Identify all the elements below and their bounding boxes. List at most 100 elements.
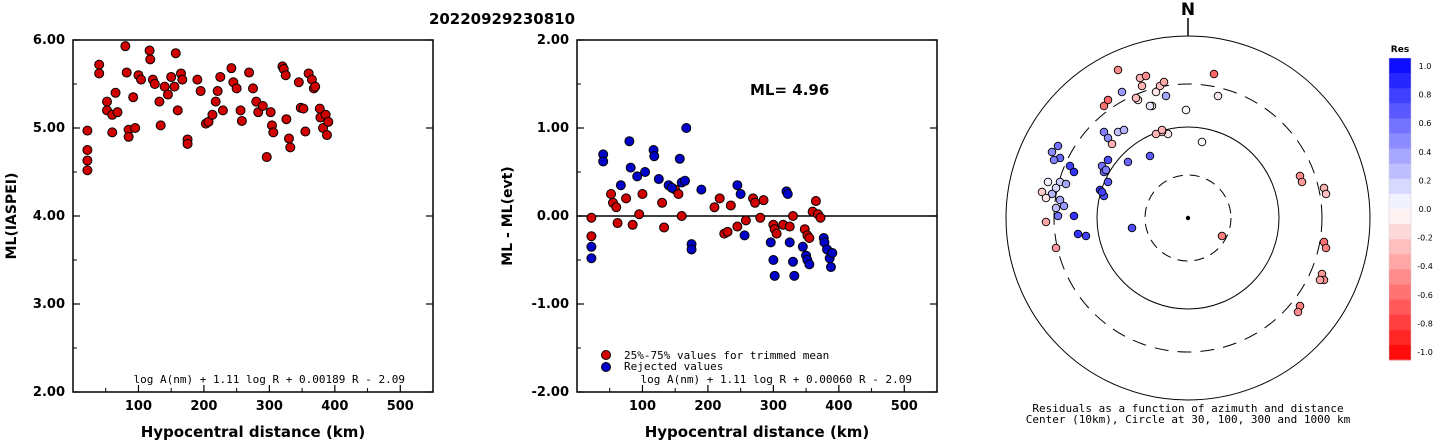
data-point [244, 67, 255, 78]
y-ticks: -2.00 -1.00 0.00 1.00 2.00 [532, 33, 937, 400]
data-point [231, 83, 242, 94]
data-point [226, 63, 237, 74]
rejected-point [739, 230, 750, 241]
data-point [110, 87, 121, 98]
trimmed-point [627, 219, 638, 230]
rejected-point [784, 237, 795, 248]
station-marker [1137, 81, 1147, 91]
trimmed-point [722, 226, 733, 237]
rejected-point [735, 189, 746, 199]
x-tick-label: 200 [190, 399, 217, 414]
rejected-point [680, 175, 690, 186]
caption-line-1: Residuals as a function of azimuth and d… [1032, 402, 1343, 415]
station-marker [1051, 203, 1061, 213]
rejected-point [732, 180, 743, 191]
colorbar-border [1388, 57, 1412, 361]
station-marker [1197, 137, 1207, 147]
colorbar-tick-label: -0.6 [1417, 291, 1433, 300]
y-tick-label: 6.00 [33, 33, 65, 48]
trimmed-point [788, 211, 798, 221]
data-point [154, 96, 165, 107]
x-tick-label: 300 [256, 399, 283, 414]
station-marker [1113, 65, 1123, 75]
rejected-point [586, 253, 597, 264]
colorbar-cell [1389, 329, 1411, 346]
station-marker [1103, 133, 1113, 143]
rejected-point [696, 184, 707, 195]
data-point [195, 86, 206, 97]
ring-300km [1053, 83, 1323, 353]
data-point [182, 138, 193, 149]
data-point [82, 165, 93, 176]
colorbar-tick-label: 0.6 [1419, 119, 1432, 128]
station-marker [1107, 139, 1117, 149]
rejected-point [615, 180, 626, 191]
data-point [310, 81, 321, 92]
trimmed-point [637, 189, 648, 199]
trimmed-point [659, 222, 670, 233]
rejected-point [789, 270, 800, 281]
station-marker [1209, 69, 1219, 79]
station-markers [1037, 65, 1331, 317]
y-tick-label: 1.00 [537, 121, 569, 136]
colorbar-cell [1389, 88, 1411, 104]
station-marker [1217, 231, 1227, 241]
data-point [281, 114, 292, 125]
station-marker [1099, 127, 1109, 137]
rejected-point [674, 153, 685, 164]
x-tick-label: 500 [387, 399, 414, 414]
trimmed-point [586, 231, 597, 242]
trimmed-point [740, 215, 751, 226]
y-axis-label: ML(IASPEI) [4, 173, 20, 260]
station-marker [1181, 105, 1191, 115]
colorbar-tick-label: -0.8 [1417, 319, 1433, 328]
trimmed-point [714, 193, 725, 204]
station-marker [1213, 91, 1223, 101]
data-point [136, 74, 147, 85]
station-marker [1099, 101, 1109, 111]
x-tick-label: 200 [694, 399, 721, 414]
data-point [212, 86, 223, 97]
y-ticks: 2.00 3.00 4.00 5.00 6.00 [33, 33, 433, 400]
station-marker [1073, 229, 1083, 239]
legend-label-trimmed: 25%-75% values for trimmed mean [624, 349, 829, 362]
y-tick-label: 2.00 [33, 385, 65, 400]
y-tick-label: -1.00 [532, 297, 569, 312]
station-marker [1069, 211, 1079, 221]
y-tick-label: 5.00 [33, 121, 65, 136]
station-marker [1131, 93, 1141, 103]
station-marker [1161, 91, 1171, 101]
rejected-point [632, 171, 643, 182]
colorbar-cell [1389, 239, 1411, 255]
data-point [155, 120, 166, 131]
data-point [82, 125, 93, 136]
legend-label-rejected: Rejected values [624, 360, 723, 373]
station-marker [1297, 177, 1307, 187]
data-point [130, 123, 141, 133]
data-point [284, 133, 294, 144]
rejected-point [769, 270, 780, 281]
colorbar-cell [1389, 73, 1411, 89]
x-tick-label: 100 [629, 399, 656, 414]
rejected-point [765, 237, 776, 248]
colorbar-tick-label: 0.0 [1419, 205, 1432, 214]
ring-30km [1144, 174, 1232, 262]
trimmed-point [606, 189, 617, 199]
station-marker [1123, 157, 1133, 167]
data-point [128, 92, 139, 103]
colorbar-cell [1389, 193, 1411, 210]
y-tick-label: 2.00 [537, 33, 569, 48]
y-tick-label: 0.00 [537, 209, 569, 224]
colorbar-cell [1389, 118, 1411, 134]
trimmed-point [750, 197, 761, 208]
data-point [82, 155, 93, 166]
colorbar-cell [1389, 178, 1411, 195]
data-point [265, 107, 276, 118]
colorbar-cell [1389, 133, 1411, 149]
station-marker [1047, 147, 1057, 157]
data-point [177, 74, 188, 85]
trimmed-point [810, 196, 821, 207]
y-tick-label: 4.00 [33, 209, 65, 224]
station-marker [1321, 189, 1331, 199]
data-point [112, 107, 123, 118]
